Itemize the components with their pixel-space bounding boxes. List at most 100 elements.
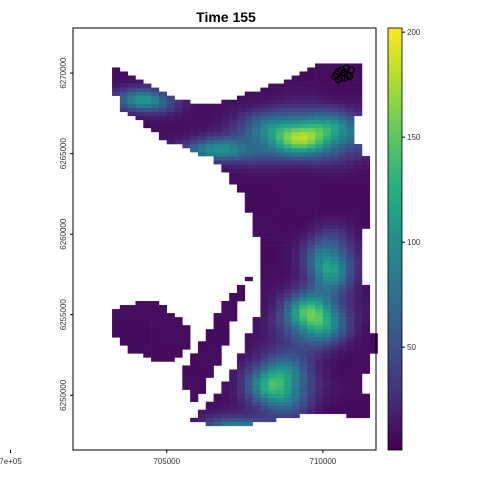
raster-cell [229, 115, 238, 121]
raster-cell [322, 196, 332, 201]
raster-cell [221, 381, 230, 386]
raster-cell [182, 329, 191, 334]
raster-cell [346, 413, 355, 419]
raster-cell [158, 111, 168, 117]
raster-cell [354, 95, 363, 100]
raster-cell [283, 256, 292, 262]
raster-cell [268, 208, 277, 213]
raster-cell [307, 67, 316, 72]
raster-cell [268, 369, 277, 374]
raster-cell [252, 139, 261, 145]
raster-cell [330, 325, 339, 330]
raster-cell [119, 75, 128, 80]
raster-cell [291, 252, 300, 258]
raster-cell [268, 284, 277, 290]
raster-cell [236, 131, 246, 137]
raster-cell [322, 200, 332, 205]
raster-cell [236, 389, 246, 394]
raster-cell [322, 280, 332, 286]
raster-cell [299, 160, 308, 165]
raster-cell [143, 305, 152, 310]
raster-cell [330, 240, 339, 245]
raster-cell [127, 317, 136, 322]
raster-cell [346, 256, 355, 262]
raster-cell [354, 184, 363, 189]
raster-cell [213, 143, 222, 149]
raster-cell [361, 393, 371, 398]
raster-cell [322, 240, 332, 245]
raster-cell [330, 63, 339, 68]
raster-cell [361, 309, 371, 314]
raster-cell [174, 349, 183, 354]
raster-cell [268, 321, 277, 326]
raster-cell [299, 232, 308, 237]
raster-cell [283, 361, 292, 366]
raster-cell [307, 184, 316, 189]
raster-cell [330, 232, 339, 237]
raster-cell [252, 143, 261, 149]
raster-cell [252, 168, 261, 173]
raster-cell [276, 309, 285, 314]
raster-cell [361, 196, 371, 201]
raster-cell [276, 321, 285, 326]
raster-cell [354, 252, 363, 258]
raster-cell [346, 381, 355, 386]
raster-cell [244, 337, 253, 342]
raster-cell [291, 357, 300, 362]
raster-cell [252, 357, 261, 362]
raster-cell [307, 71, 316, 76]
raster-cell [190, 131, 199, 137]
raster-cell [354, 248, 363, 253]
raster-cell [276, 135, 285, 141]
raster-cell [346, 79, 355, 84]
raster-cell [260, 365, 269, 370]
raster-cell [158, 123, 168, 129]
raster-cell [276, 160, 285, 165]
raster-cell [299, 341, 308, 346]
raster-cell [244, 168, 253, 173]
raster-cell [205, 333, 214, 338]
raster-cell [322, 268, 332, 274]
raster-cell [338, 385, 347, 390]
raster-cell [135, 329, 144, 334]
raster-cell [330, 196, 339, 201]
raster-cell [236, 184, 246, 189]
raster-cell [268, 353, 277, 358]
raster-cell [315, 349, 324, 354]
raster-cell [299, 301, 308, 306]
raster-cell [315, 305, 324, 310]
raster-cell [190, 389, 199, 394]
raster-cell [354, 256, 363, 262]
raster-cell [252, 401, 261, 407]
raster-cell [338, 296, 347, 302]
raster-cell [236, 397, 246, 402]
raster-cell [221, 417, 230, 423]
raster-cell [283, 115, 292, 121]
raster-cell [252, 389, 261, 394]
raster-cell [229, 373, 238, 378]
raster-cell [338, 401, 347, 407]
raster-cell [244, 369, 253, 374]
raster-cell [119, 305, 128, 310]
raster-cell [260, 119, 269, 125]
raster-cell [330, 345, 339, 350]
raster-cell [260, 284, 269, 290]
raster-cell [229, 317, 238, 322]
raster-cell [236, 139, 246, 145]
raster-cell [268, 397, 277, 402]
raster-cell [260, 135, 269, 141]
raster-cell [283, 325, 292, 330]
raster-cell [143, 95, 152, 100]
raster-cell [330, 296, 339, 302]
raster-cell [330, 95, 339, 100]
raster-cell [315, 292, 324, 298]
raster-cell [315, 373, 324, 378]
raster-cell [361, 305, 371, 310]
raster-cell [276, 373, 285, 378]
raster-cell [260, 127, 269, 133]
raster-cell [338, 333, 347, 338]
colorbar [387, 27, 403, 451]
raster-cell [135, 111, 144, 117]
raster-cell [112, 79, 121, 84]
raster-cell [135, 325, 144, 330]
